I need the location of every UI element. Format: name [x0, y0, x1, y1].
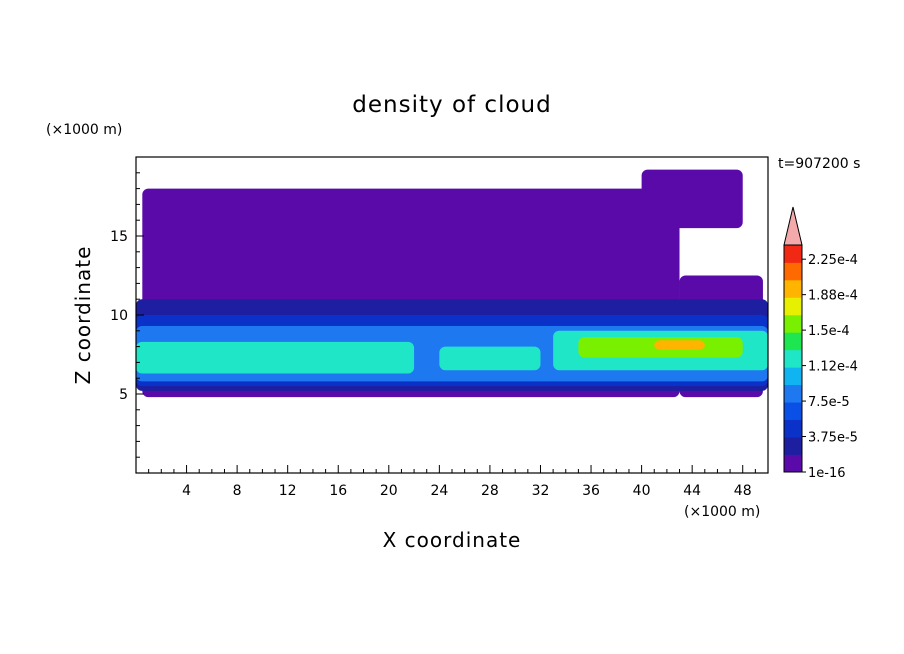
- colorbar-segment: [784, 402, 802, 421]
- colorbar-segment: [784, 314, 802, 333]
- y-tick-label: 15: [110, 229, 128, 245]
- colorbar-segment: [784, 262, 802, 281]
- colorbar-segment: [784, 419, 802, 438]
- colorbar-segment: [784, 384, 802, 403]
- y-unit-label: (×1000 m): [46, 122, 122, 138]
- x-tick-label: 20: [380, 483, 398, 499]
- density-field: [136, 169, 768, 398]
- colorbar-overflow-arrow: [783, 206, 803, 246]
- time-label: t=907200 s: [778, 156, 860, 172]
- x-tick-label: 40: [633, 483, 651, 499]
- x-axis-label: X coordinate: [383, 528, 522, 552]
- x-tick-label: 12: [279, 483, 297, 499]
- density-zone: [641, 169, 743, 229]
- colorbar: 1e-16 3.75e-5 7.5e-5 1.12e-4 1.5e-4 1.88e-4 2.…: [783, 206, 858, 481]
- colorbar-segment: [784, 297, 802, 316]
- colorbar-segment: [784, 245, 802, 263]
- chart-title: density of cloud: [352, 92, 551, 118]
- density-zone: [654, 340, 705, 350]
- x-tick-label: 44: [683, 483, 701, 499]
- y-axis-ticks: 5 10 15: [110, 172, 144, 458]
- colorbar-segment: [784, 454, 802, 473]
- colorbar-tick-label: 3.75e-5: [808, 431, 858, 446]
- density-zone: [136, 341, 415, 374]
- colorbar-tick-label: 1e-16: [808, 466, 846, 481]
- x-tick-label: 8: [233, 483, 242, 499]
- colorbar-segment: [784, 367, 802, 386]
- colorbar-tick-label: 2.25e-4: [808, 253, 858, 268]
- x-axis-ticks: 4 8 12 16 20 24 28 32 36 40 44 48: [148, 465, 756, 499]
- colorbar-segment: [784, 279, 802, 298]
- x-unit-label: (×1000 m): [684, 504, 760, 520]
- colorbar-tick-label: 1.88e-4: [808, 289, 858, 304]
- density-zone: [439, 346, 541, 371]
- y-axis-label: Z coordinate: [71, 246, 95, 385]
- colorbar-frame: [783, 244, 803, 473]
- colorbar-segment: [784, 349, 802, 368]
- colorbar-tick-label: 1.5e-4: [808, 324, 850, 339]
- x-tick-label: 24: [430, 483, 448, 499]
- colorbar-segment: [784, 332, 802, 351]
- x-tick-label: 48: [734, 483, 752, 499]
- x-tick-label: 28: [481, 483, 499, 499]
- colorbar-segment: [784, 437, 802, 455]
- x-tick-label: 16: [329, 483, 347, 499]
- colorbar-tick-label: 1.12e-4: [808, 360, 858, 375]
- x-tick-label: 36: [582, 483, 600, 499]
- colorbar-tick-label: 7.5e-5: [808, 395, 850, 410]
- y-tick-label: 5: [119, 387, 128, 403]
- x-tick-label: 32: [532, 483, 550, 499]
- x-tick-label: 4: [182, 483, 191, 499]
- y-tick-label: 10: [110, 308, 128, 324]
